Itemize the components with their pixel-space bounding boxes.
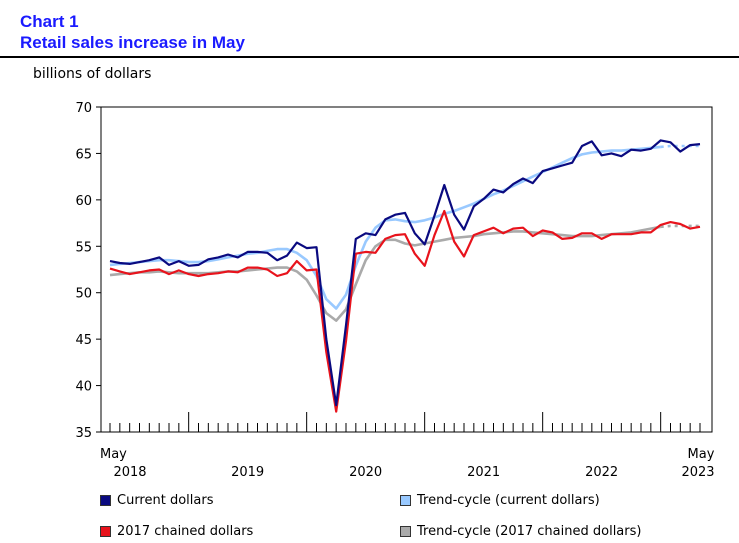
x-tick-year-label: 2018 <box>113 465 146 480</box>
x-tick-year-label: 2020 <box>349 465 382 480</box>
y-tick-label: 50 <box>75 287 92 302</box>
legend-swatch-trend-current <box>400 495 411 506</box>
y-tick-label: 35 <box>75 426 92 441</box>
y-tick-label: 65 <box>75 147 92 162</box>
legend-swatch-current <box>100 495 111 506</box>
y-tick-label: 55 <box>75 240 92 255</box>
line-chart: 35 40 45 50 55 60 65 70 May 2018 2019 2020 2021 2022 M… <box>75 101 715 480</box>
x-tick-year-label: 2023 <box>681 465 714 480</box>
x-tick-month-label: May <box>688 447 715 462</box>
legend-swatch-chained <box>100 526 111 537</box>
x-tick-year-label: 2019 <box>231 465 264 480</box>
series-line-trend-current <box>109 145 661 310</box>
legend-item-trend-chained: Trend-cycle (2017 chained dollars) <box>400 524 641 539</box>
series-line-chained <box>109 209 701 413</box>
legend-item-current: Current dollars <box>100 493 213 508</box>
legend-item-trend-current: Trend-cycle (current dollars) <box>400 493 600 508</box>
y-tick-label: 40 <box>75 380 92 395</box>
legend-label-current: Current dollars <box>117 493 214 508</box>
x-tick-year-label: 2022 <box>585 465 618 480</box>
title-divider <box>0 56 739 58</box>
x-tick-month-label: May <box>100 447 127 462</box>
series-line-current <box>109 139 701 407</box>
y-tick-label: 70 <box>75 101 92 116</box>
y-tick-label: 45 <box>75 333 92 348</box>
legend-label-trend-current: Trend-cycle (current dollars) <box>417 493 600 508</box>
y-axis-unit-label: billions of dollars <box>33 66 152 82</box>
chart-title: Retail sales increase in May <box>20 33 245 52</box>
legend-swatch-trend-chained <box>400 526 411 537</box>
y-tick-label: 60 <box>75 194 92 209</box>
legend-label-chained: 2017 chained dollars <box>117 524 254 539</box>
x-tick-year-label: 2021 <box>467 465 500 480</box>
series-line-trend-chained <box>109 225 661 322</box>
series-line-trend-current-provisional <box>660 144 700 149</box>
plot-frame <box>100 106 713 433</box>
legend-label-trend-chained: Trend-cycle (2017 chained dollars) <box>417 524 642 539</box>
legend-item-chained: 2017 chained dollars <box>100 524 253 539</box>
chart-number: Chart 1 <box>20 12 79 31</box>
series-line-trend-chained-provisional <box>660 224 700 229</box>
